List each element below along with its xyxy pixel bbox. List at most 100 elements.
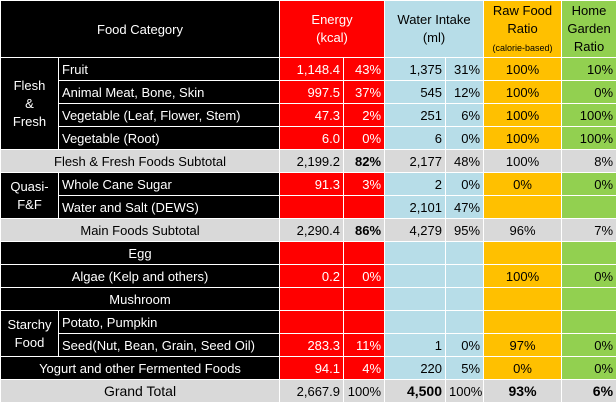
energy-percent: 3%: [342, 172, 386, 196]
header-energy-unit: (kcal): [316, 30, 348, 45]
energy-value: 997.5: [279, 80, 344, 104]
table-row: Animal Meat, Bone, Skin 997.5 37% 545 12…: [1, 80, 616, 104]
energy-value: 0.2: [279, 264, 344, 288]
group-starchy-1: Starchy: [7, 316, 52, 332]
raw-ratio: [483, 287, 563, 311]
raw-ratio: 97%: [483, 333, 563, 357]
row-label: Vegetable (Leaf, Flower, Stem): [58, 103, 280, 127]
home-ratio: 7%: [561, 218, 616, 242]
header-water-unit: (ml): [422, 30, 446, 45]
home-ratio: 0%: [561, 80, 616, 104]
table-row: Water and Salt (DEWS) 2,101 47%: [1, 195, 616, 219]
header-home-line3: Ratio: [573, 39, 605, 54]
energy-percent: [342, 310, 386, 334]
water-percent: 5%: [445, 356, 485, 380]
row-label: Mushroom: [0, 287, 280, 311]
row-label: Potato, Pumpkin: [58, 310, 280, 334]
energy-value: 47.3: [279, 103, 344, 127]
water-value: 2,101: [384, 195, 447, 219]
table-row: Flesh & Fresh Fruit 1,148.4 43% 1,375 31…: [0, 57, 616, 150]
energy-percent: [342, 195, 386, 219]
water-value: 2: [384, 172, 447, 196]
home-ratio: 100%: [561, 126, 616, 150]
water-value: 6: [384, 126, 447, 150]
header-raw-ratio: Ratio: [507, 20, 538, 36]
row-label: Main Foods Subtotal: [0, 218, 280, 242]
group-starchy-food: Starchy Food: [0, 310, 59, 357]
row-label: Water and Salt (DEWS): [58, 195, 280, 219]
row-label: Flesh & Fresh Foods Subtotal: [0, 149, 280, 173]
home-ratio: [561, 195, 616, 219]
water-value: 220: [384, 356, 447, 380]
energy-percent: 0%: [342, 126, 386, 150]
raw-ratio: 100%: [483, 126, 563, 150]
row-label: Seed(Nut, Bean, Grain, Seed Oil): [58, 333, 280, 357]
group-quasi-2: F&F: [17, 196, 42, 212]
energy-percent: 37%: [342, 80, 386, 104]
table-row: Egg: [0, 241, 616, 265]
water-value: 1,375: [384, 57, 447, 81]
group-flesh-fresh: Flesh & Fresh: [0, 57, 59, 150]
water-value: 545: [384, 80, 447, 104]
raw-ratio: [483, 241, 563, 265]
water-value: [384, 310, 447, 334]
table-row: Algae (Kelp and others) 0.2 0% 100% 0%: [0, 264, 616, 288]
group-starchy-2: Food: [14, 334, 45, 350]
energy-percent: 86%: [342, 218, 386, 242]
grand-total-row: Grand Total 2,667.9 100% 4,500 100% 93% …: [0, 379, 616, 403]
header-raw-title: Raw Food: [492, 2, 553, 18]
raw-ratio: 93%: [483, 379, 563, 403]
water-value: [384, 287, 447, 311]
water-percent: 100%: [445, 379, 485, 403]
group-flesh-2: &: [25, 95, 34, 111]
water-value: 4,500: [384, 379, 447, 403]
home-ratio: 0%: [561, 356, 616, 380]
energy-value: 2,290.4: [279, 218, 344, 242]
header-raw-food: Raw Food Ratio (calorie-based): [483, 0, 563, 58]
row-label: Yogurt and other Fermented Foods: [0, 356, 280, 380]
row-label: Grand Total: [0, 379, 280, 403]
energy-percent: 4%: [342, 356, 386, 380]
table-row: Quasi- F&F Whole Cane Sugar 91.3 3% 2 0%…: [0, 172, 616, 219]
water-value: 2,177: [384, 149, 447, 173]
water-percent: 0%: [445, 172, 485, 196]
energy-value: 283.3: [279, 333, 344, 357]
home-ratio: 0%: [561, 333, 616, 357]
water-value: 251: [384, 103, 447, 127]
header-home-line1: Home: [571, 3, 607, 18]
header-row: Food Category Energy (kcal) Water Intake…: [0, 0, 616, 58]
raw-ratio: 100%: [483, 57, 563, 81]
energy-value: 1,148.4: [279, 57, 344, 81]
energy-value: 2,199.2: [279, 149, 344, 173]
water-value: [384, 241, 447, 265]
header-water-title: Water Intake: [397, 12, 471, 27]
raw-ratio: 100%: [483, 149, 563, 173]
energy-percent: 82%: [342, 149, 386, 173]
energy-percent: 0%: [342, 264, 386, 288]
group-flesh-1: Flesh: [13, 77, 46, 93]
row-label: Fruit: [58, 57, 280, 81]
row-label: Vegetable (Root): [58, 126, 280, 150]
table-row: Mushroom: [0, 287, 616, 311]
water-value: 1: [384, 333, 447, 357]
header-water: Water Intake (ml): [384, 0, 485, 58]
energy-percent: 43%: [342, 57, 386, 81]
energy-value: [279, 195, 344, 219]
subtotal-row: Flesh & Fresh Foods Subtotal 2,199.2 82%…: [0, 149, 616, 173]
energy-percent: [342, 241, 386, 265]
water-percent: 6%: [445, 103, 485, 127]
home-ratio: 6%: [561, 379, 616, 403]
energy-value: 94.1: [279, 356, 344, 380]
energy-value: [279, 287, 344, 311]
row-label: Whole Cane Sugar: [58, 172, 280, 196]
raw-ratio: 96%: [483, 218, 563, 242]
water-value: [384, 264, 447, 288]
group-quasi-ff: Quasi- F&F: [0, 172, 59, 219]
water-percent: 31%: [445, 57, 485, 81]
header-food-category: Food Category: [0, 0, 280, 58]
home-ratio: 0%: [561, 172, 616, 196]
water-percent: 12%: [445, 80, 485, 104]
table-row: Seed(Nut, Bean, Grain, Seed Oil) 283.3 1…: [1, 333, 616, 357]
water-percent: 47%: [445, 195, 485, 219]
